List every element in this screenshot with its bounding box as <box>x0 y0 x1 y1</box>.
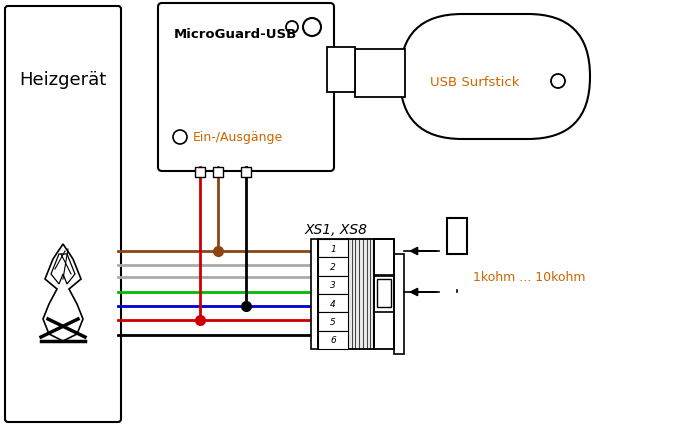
Bar <box>318 294 348 313</box>
Text: Ein-/Ausgänge: Ein-/Ausgänge <box>193 131 284 144</box>
Bar <box>195 168 205 178</box>
Bar <box>318 331 348 349</box>
Text: 3: 3 <box>330 281 336 290</box>
Bar <box>327 48 355 93</box>
Bar <box>318 240 348 349</box>
Bar <box>447 218 467 254</box>
Bar <box>241 168 251 178</box>
Bar <box>377 280 391 307</box>
Text: XS1, XS8: XS1, XS8 <box>304 222 368 236</box>
Text: 5: 5 <box>330 317 336 326</box>
Text: 1: 1 <box>330 244 336 253</box>
Bar <box>355 50 405 98</box>
Text: 2: 2 <box>330 262 336 271</box>
FancyBboxPatch shape <box>400 15 590 140</box>
Text: 4: 4 <box>330 299 336 308</box>
Bar <box>394 255 404 354</box>
FancyBboxPatch shape <box>158 4 334 172</box>
Bar <box>374 240 394 275</box>
Bar <box>374 276 394 312</box>
Text: USB Surfstick: USB Surfstick <box>430 75 519 88</box>
Bar <box>318 258 348 276</box>
Text: 6: 6 <box>330 335 336 344</box>
Text: MicroGuard-USB: MicroGuard-USB <box>174 28 298 40</box>
FancyBboxPatch shape <box>5 7 121 422</box>
Bar <box>374 240 394 349</box>
Bar <box>311 240 318 349</box>
Bar <box>213 168 223 178</box>
Bar <box>348 240 374 349</box>
Bar <box>318 313 348 331</box>
Bar <box>318 240 348 258</box>
Bar <box>318 276 348 294</box>
Text: Heizgerät: Heizgerät <box>20 71 106 89</box>
Text: 1kohm ... 10kohm: 1kohm ... 10kohm <box>473 270 585 283</box>
